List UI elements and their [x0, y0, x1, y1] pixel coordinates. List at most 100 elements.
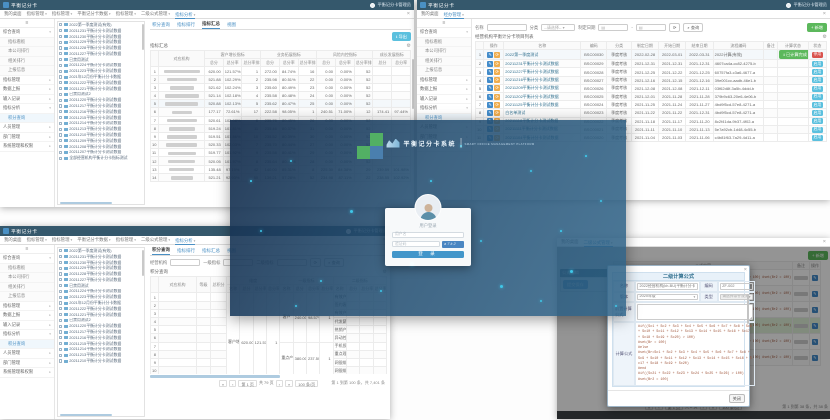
edit-icon-button[interactable]: ✎ [487, 69, 494, 76]
tree-item[interactable]: 已禁用测试2 [58, 92, 144, 98]
tree-item[interactable]: 20211215平衡计分卡测试数据 [58, 341, 144, 347]
pager-button[interactable]: « [218, 379, 228, 387]
sidebar-item-相关排行[interactable]: 相关排行 [417, 56, 471, 66]
edit-icon-button[interactable]: ✎ [811, 322, 818, 329]
tree-item[interactable]: 20211214平衡计分卡测试数据 [58, 121, 144, 127]
tree-scrollbar[interactable] [142, 250, 144, 276]
sidebar-collapse-icon[interactable]: ≡ [0, 245, 54, 254]
tree-item[interactable]: 20211208平衡计分卡测试数据 [58, 144, 144, 150]
sidebar-item-输入记录[interactable]: 输入记录 ▸ [0, 95, 54, 104]
status-badge[interactable]: 启用 [811, 61, 824, 67]
sidebar-item-部门管理[interactable]: 部门管理 ▸ [0, 133, 54, 142]
sidebar-item-指标管理[interactable]: 指标管理 ▸ [0, 76, 54, 85]
checkbox[interactable] [59, 87, 63, 91]
checkbox[interactable] [59, 313, 63, 317]
checkbox[interactable] [59, 127, 63, 131]
status-badge[interactable]: 启用 [811, 118, 824, 125]
menu-item[interactable]: 指标分析 ▾ [175, 237, 196, 245]
tree-item[interactable]: 20211230平衡计分卡测试数据 [58, 260, 144, 266]
tree-item[interactable]: 20211228平衡计分卡测试数据 [58, 45, 144, 51]
checkbox[interactable] [59, 260, 63, 265]
tree-scrollbar[interactable] [142, 24, 144, 50]
sidebar-item-数据上报[interactable]: 数据上报 ▸ [0, 85, 54, 95]
gear-icon[interactable]: ⚙ [406, 43, 411, 50]
sidebar-item-数据上报[interactable]: 数据上报 ▸ [0, 311, 54, 321]
table-h-scrollbar[interactable] [150, 375, 281, 378]
table-scrollbar[interactable] [412, 59, 414, 109]
checkbox[interactable] [59, 133, 63, 137]
status-badge[interactable]: 启用 [811, 134, 824, 141]
sidebar-item-指标看板[interactable]: 指标看板 [0, 37, 54, 47]
tree-h-scrollbar[interactable] [60, 413, 112, 416]
checkbox[interactable] [59, 295, 63, 299]
status-badge[interactable]: 启用 [811, 102, 824, 108]
tree-item[interactable]: 20211231平衡计分卡测试数据 [58, 254, 144, 260]
checkbox[interactable] [59, 249, 63, 253]
checkbox[interactable] [59, 58, 63, 62]
checkbox[interactable] [59, 307, 63, 311]
refresh-button[interactable]: ⟳ [668, 23, 681, 33]
status-badge[interactable]: 启用 [811, 110, 824, 117]
add-button[interactable]: + 新增 [807, 23, 827, 33]
checkbox[interactable] [59, 116, 63, 120]
calc-icon-button[interactable]: ⟳ [494, 109, 501, 116]
sidebar-item-输入记录[interactable]: 输入记录 ▸ [417, 95, 471, 104]
menu-item[interactable]: 指标分析 ▾ [175, 11, 196, 19]
sidebar-item-指标看板[interactable]: 指标看板 [417, 37, 471, 47]
sidebar-item-指标管理[interactable]: 指标管理 ▸ [417, 76, 471, 85]
calc-icon-button[interactable]: ⟳ [494, 93, 501, 100]
status-badge[interactable]: 启用 [811, 126, 824, 133]
captcha-image[interactable] [442, 240, 464, 248]
checkbox[interactable] [59, 353, 63, 357]
sidebar-item-系统管理和权限[interactable]: 系统管理和权限 ▸ [0, 142, 54, 152]
tree-item[interactable]: 20211223平衡计分卡测试数据 [58, 68, 144, 74]
checkbox[interactable] [59, 301, 63, 305]
sidebar-item-积分查询[interactable]: 积分查询 [0, 339, 54, 349]
status-badge[interactable]: 启用 [811, 93, 824, 100]
add-button[interactable]: + 新增 [808, 251, 828, 261]
sidebar-item-本公司排行[interactable]: 本公司排行 [417, 47, 471, 57]
tab-积分查询[interactable]: 积分查询 [152, 22, 170, 27]
tree-item[interactable]: 20211221平衡计分卡测试数据 [58, 312, 144, 318]
tree-item[interactable]: 20211207平衡计分卡测试数据 [58, 150, 144, 156]
checkbox[interactable] [59, 98, 63, 102]
edit-icon-button[interactable]: ✎ [487, 85, 494, 92]
edit-icon-button[interactable]: ✎ [811, 338, 818, 345]
sidebar-item-指标分析[interactable]: 指标分析 ▾ [0, 104, 54, 114]
checkbox[interactable] [59, 347, 63, 352]
tree-item[interactable]: 20211230平衡计分卡测试数据 [58, 34, 144, 40]
sidebar-item-系统管理和权限[interactable]: 系统管理和权限 ▸ [0, 368, 54, 378]
edit-icon-button[interactable]: ✎ [487, 51, 494, 58]
tree-item[interactable]: 20211223平衡计分卡测试数据 [58, 294, 144, 300]
pager-button[interactable]: ‹ [229, 379, 237, 387]
sidebar-item-部门管理[interactable]: 部门管理 ▸ [0, 359, 54, 368]
date-from-input[interactable]: ▤ [598, 23, 629, 32]
edit-icon-button[interactable]: ✎ [811, 290, 818, 297]
sidebar-collapse-icon[interactable]: ≡ [0, 19, 54, 28]
menu-item[interactable]: 指标管理 ▾ [115, 11, 136, 16]
sidebar-item-本公司排行[interactable]: 本公司排行 [0, 47, 54, 57]
tree-item[interactable]: 20211214平衡计分卡测试数据 [58, 347, 144, 353]
status-badge[interactable]: 启用 [811, 77, 824, 84]
tree-item[interactable]: 20211222平衡计分卡测试数据 [58, 80, 144, 86]
tab-视图[interactable]: 视图 [227, 22, 236, 27]
code-field[interactable]: ZF-002 [719, 283, 754, 290]
captcha-input[interactable]: 验证码 [392, 240, 440, 248]
sidebar-collapse-icon[interactable]: ≡ [417, 19, 471, 28]
calc-icon-button[interactable]: ⟳ [494, 77, 501, 84]
tab-close-icon[interactable]: × [822, 239, 826, 245]
dialog-scrollbar[interactable] [746, 294, 749, 324]
tree-item[interactable]: 2021年12月份平衡计分卡数据 [58, 300, 144, 306]
tree-h-scrollbar[interactable] [60, 201, 112, 204]
checkbox[interactable] [59, 46, 63, 50]
pager-button[interactable]: 第 1 页 [238, 379, 257, 387]
status-badge[interactable]: 启用 [811, 85, 824, 92]
sidebar-item-综合查询[interactable]: 综合查询 ▾ [417, 28, 471, 38]
tree-item[interactable]: 20211210平衡计分卡测试数据 [58, 358, 144, 364]
sidebar-item-积分查询[interactable]: 积分查询 [0, 113, 54, 123]
date-to-input[interactable]: ▤ [635, 23, 666, 32]
sidebar-item-综合查询[interactable]: 综合查询 ▾ [0, 28, 54, 38]
menu-item[interactable]: 平衡记分卡数据 ▾ [77, 237, 111, 242]
tree-item[interactable]: 20211213平衡计分卡测试数据 [58, 126, 144, 132]
sidebar-item-输入记录[interactable]: 输入记录 ▸ [0, 321, 54, 330]
